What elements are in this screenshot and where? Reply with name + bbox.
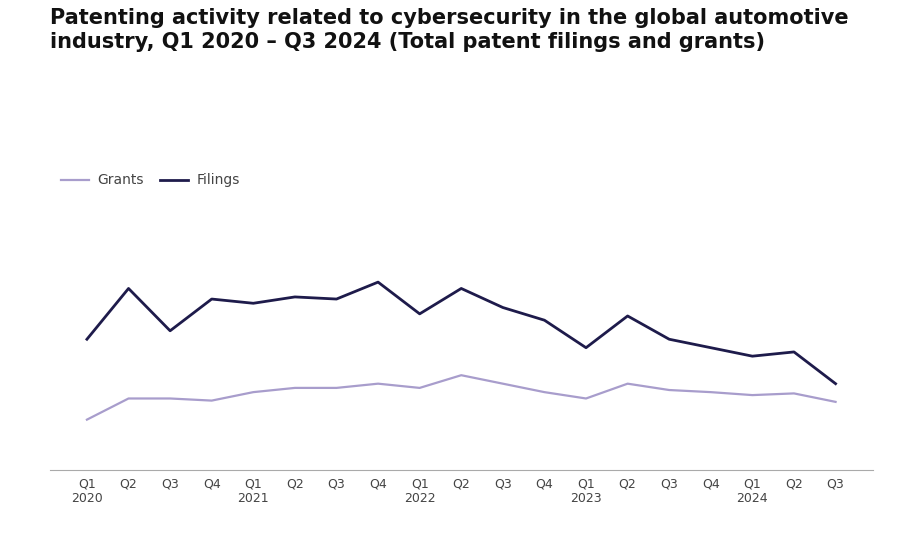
Legend: Grants, Filings: Grants, Filings (56, 168, 246, 193)
Text: Patenting activity related to cybersecurity in the global automotive
industry, Q: Patenting activity related to cybersecur… (50, 8, 848, 52)
